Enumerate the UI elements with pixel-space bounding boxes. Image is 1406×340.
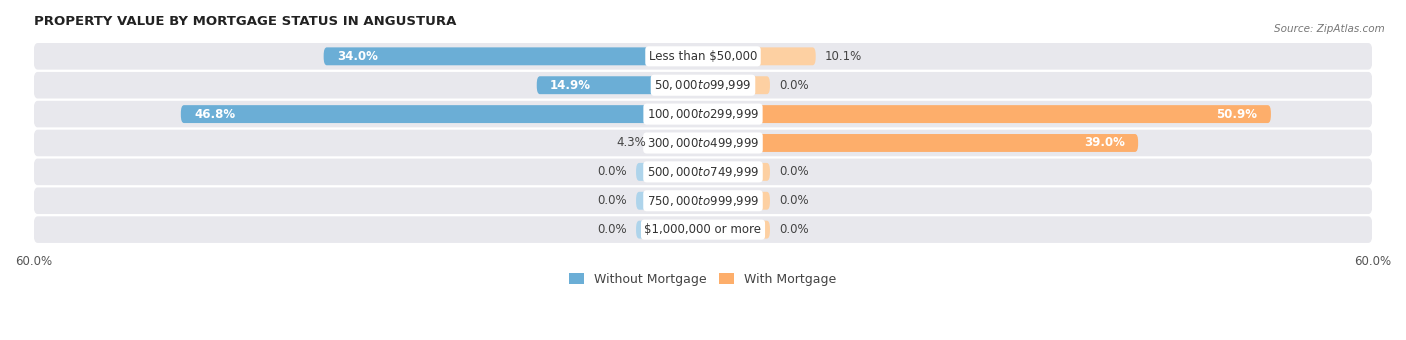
FancyBboxPatch shape — [703, 221, 770, 239]
Text: Less than $50,000: Less than $50,000 — [648, 50, 758, 63]
FancyBboxPatch shape — [323, 47, 703, 65]
FancyBboxPatch shape — [655, 134, 703, 152]
FancyBboxPatch shape — [181, 105, 703, 123]
FancyBboxPatch shape — [703, 47, 815, 65]
FancyBboxPatch shape — [703, 105, 1271, 123]
FancyBboxPatch shape — [636, 192, 703, 210]
Text: $750,000 to $999,999: $750,000 to $999,999 — [647, 194, 759, 208]
Text: 0.0%: 0.0% — [598, 194, 627, 207]
FancyBboxPatch shape — [34, 216, 1372, 243]
FancyBboxPatch shape — [34, 158, 1372, 185]
FancyBboxPatch shape — [34, 101, 1372, 128]
FancyBboxPatch shape — [703, 163, 770, 181]
Text: 14.9%: 14.9% — [550, 79, 591, 92]
Text: 50.9%: 50.9% — [1216, 107, 1257, 121]
Text: 0.0%: 0.0% — [598, 165, 627, 179]
Text: 0.0%: 0.0% — [598, 223, 627, 236]
FancyBboxPatch shape — [537, 76, 703, 94]
Text: $100,000 to $299,999: $100,000 to $299,999 — [647, 107, 759, 121]
Text: $300,000 to $499,999: $300,000 to $499,999 — [647, 136, 759, 150]
FancyBboxPatch shape — [703, 134, 1137, 152]
Text: 0.0%: 0.0% — [779, 194, 808, 207]
FancyBboxPatch shape — [34, 130, 1372, 156]
Text: 39.0%: 39.0% — [1084, 136, 1125, 150]
Text: 0.0%: 0.0% — [779, 223, 808, 236]
Text: Source: ZipAtlas.com: Source: ZipAtlas.com — [1274, 24, 1385, 34]
Text: 4.3%: 4.3% — [616, 136, 647, 150]
Text: 46.8%: 46.8% — [194, 107, 235, 121]
Text: PROPERTY VALUE BY MORTGAGE STATUS IN ANGUSTURA: PROPERTY VALUE BY MORTGAGE STATUS IN ANG… — [34, 15, 456, 28]
FancyBboxPatch shape — [34, 72, 1372, 99]
FancyBboxPatch shape — [636, 163, 703, 181]
Text: $50,000 to $99,999: $50,000 to $99,999 — [654, 78, 752, 92]
Text: 10.1%: 10.1% — [824, 50, 862, 63]
FancyBboxPatch shape — [703, 76, 770, 94]
FancyBboxPatch shape — [34, 43, 1372, 70]
Text: 34.0%: 34.0% — [337, 50, 378, 63]
Text: 0.0%: 0.0% — [779, 79, 808, 92]
FancyBboxPatch shape — [703, 192, 770, 210]
Text: $1,000,000 or more: $1,000,000 or more — [644, 223, 762, 236]
Legend: Without Mortgage, With Mortgage: Without Mortgage, With Mortgage — [564, 268, 842, 291]
Text: 0.0%: 0.0% — [779, 165, 808, 179]
Text: $500,000 to $749,999: $500,000 to $749,999 — [647, 165, 759, 179]
FancyBboxPatch shape — [34, 187, 1372, 214]
FancyBboxPatch shape — [636, 221, 703, 239]
